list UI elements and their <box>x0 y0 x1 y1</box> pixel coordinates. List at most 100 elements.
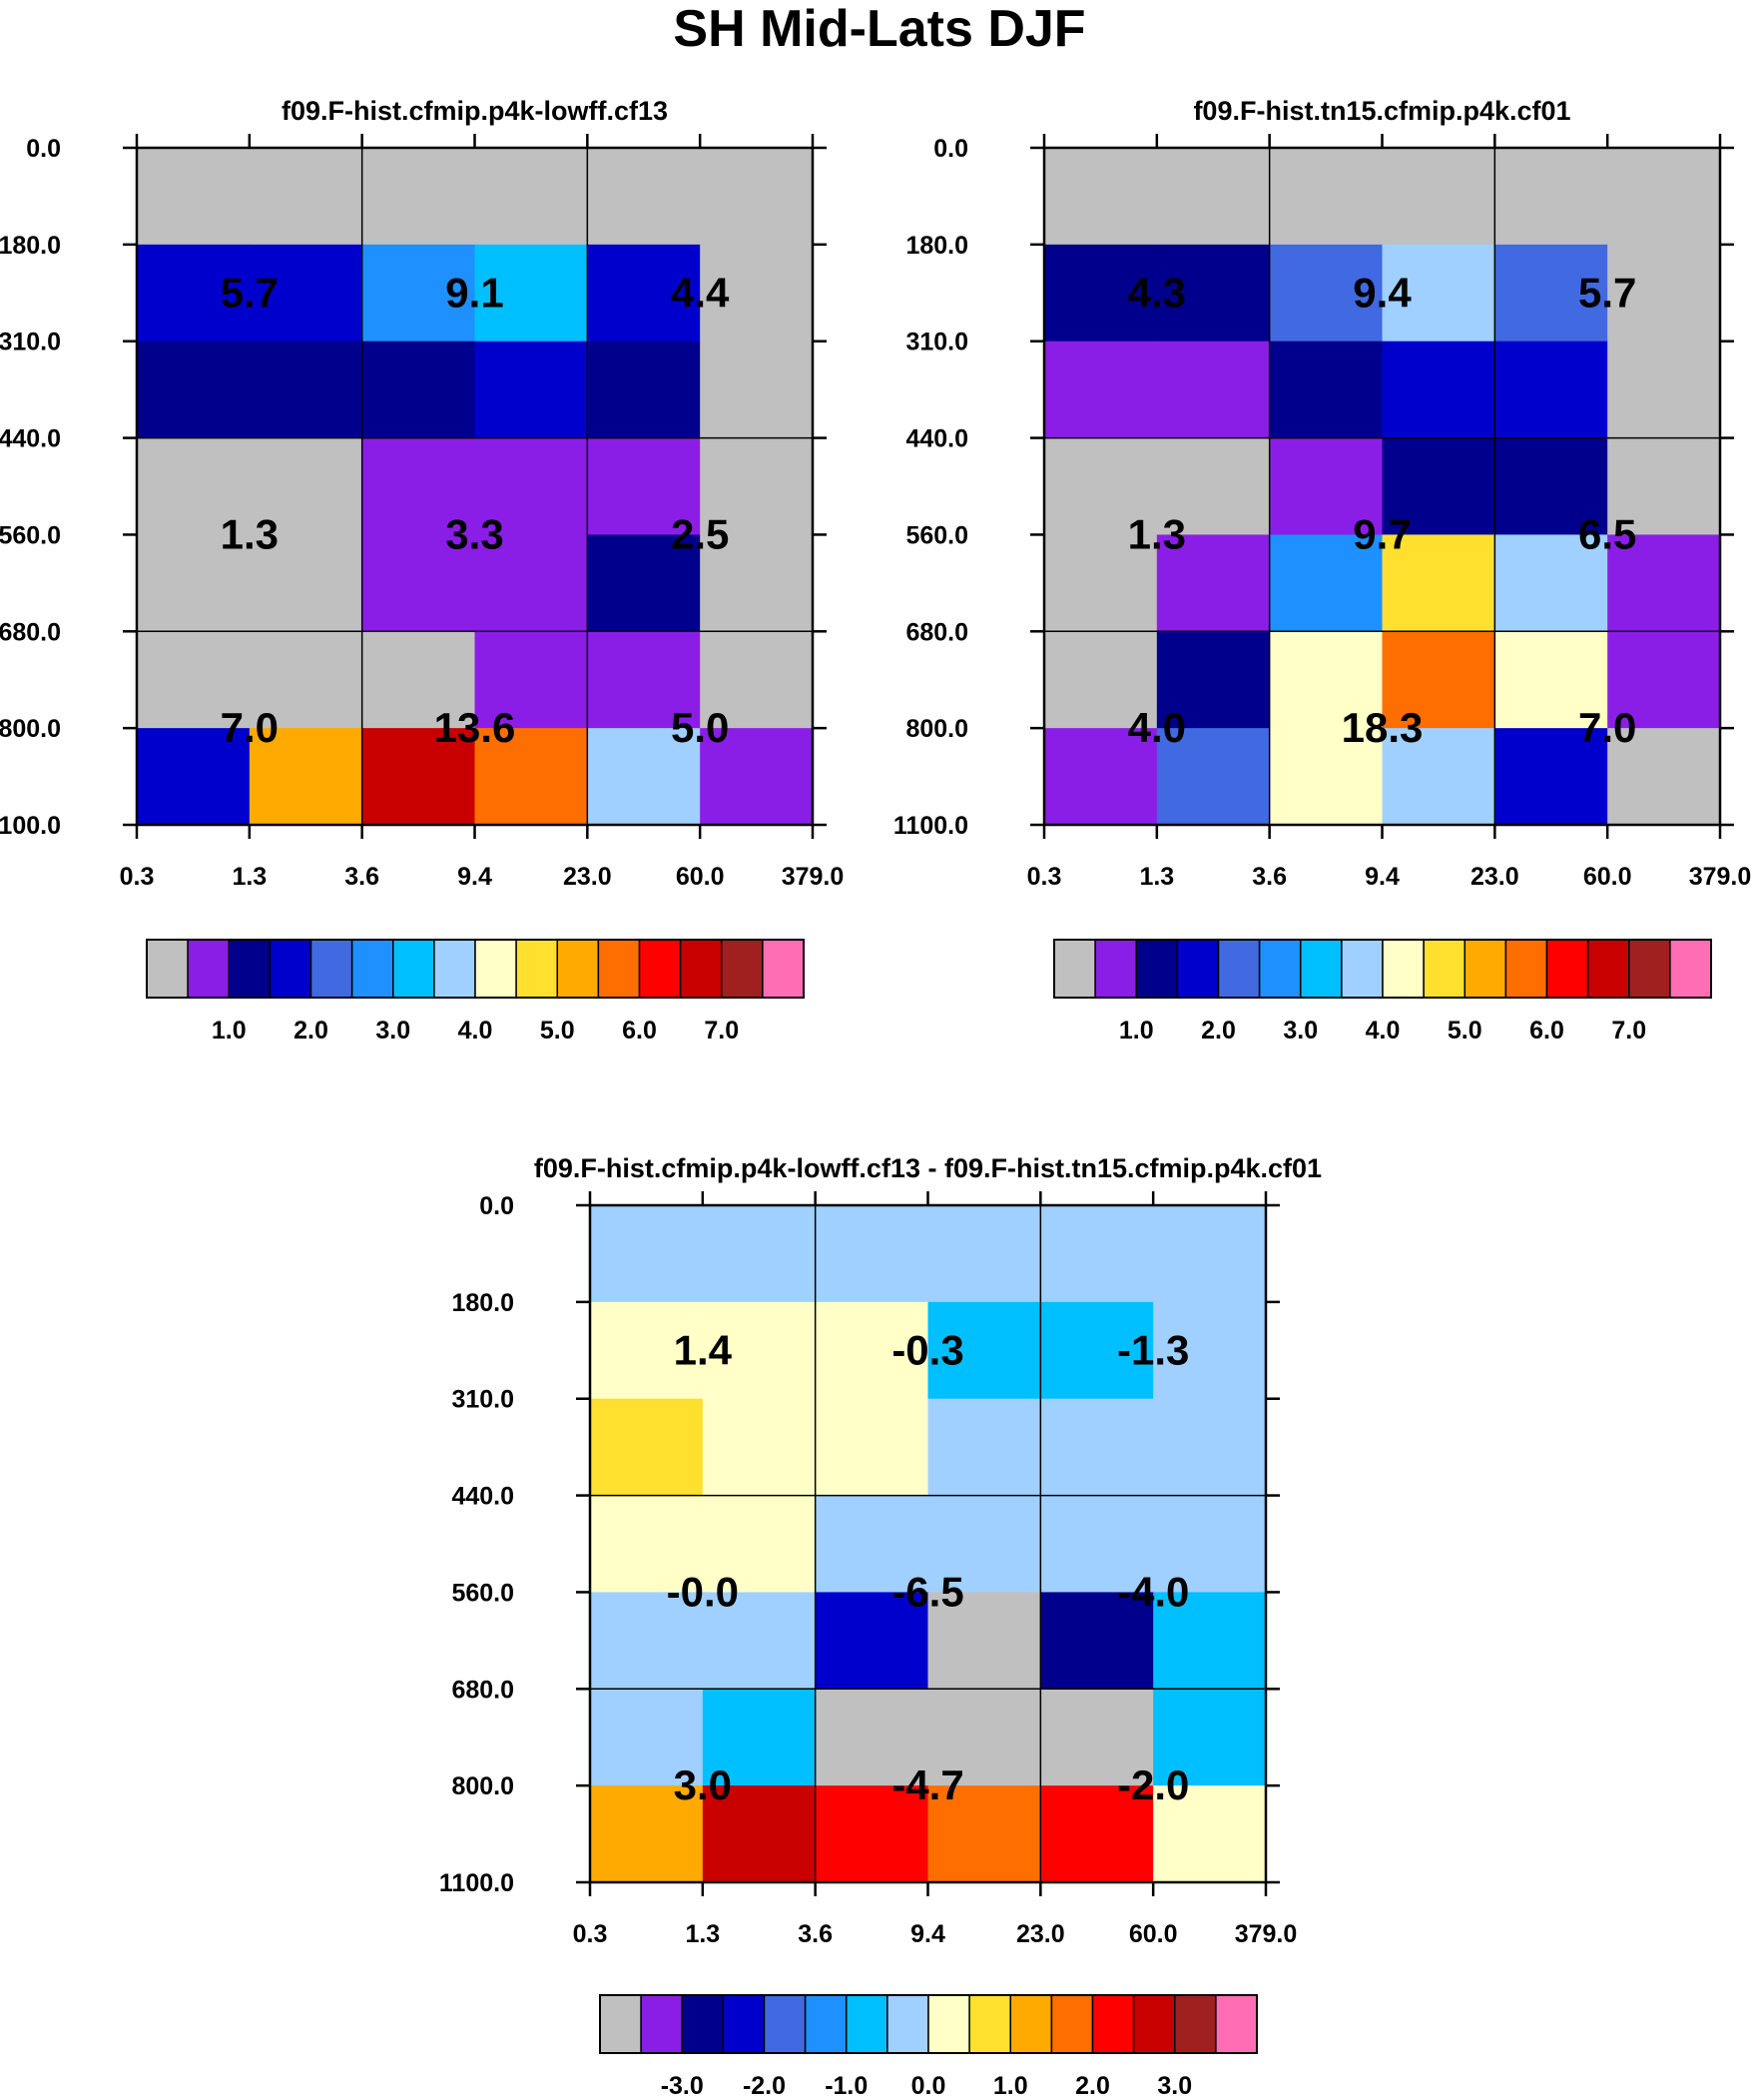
x-tick-label: 1.3 <box>1139 863 1174 891</box>
colorbar-box <box>846 1994 888 2054</box>
heatmap-cell <box>1040 1495 1154 1594</box>
heatmap-cell <box>1153 1689 1267 1786</box>
heatmap-cell <box>1156 244 1271 343</box>
x-tick-label: 0.3 <box>573 1920 608 1948</box>
panel-title: f09.F-hist.cfmip.p4k-lowff.cf13 <box>282 96 668 126</box>
cell-value-label: 9.4 <box>1353 269 1412 316</box>
y-tick-label: 1100.0 <box>439 1869 514 1897</box>
heatmap-cell <box>700 728 814 826</box>
cell-value-label: 9.1 <box>445 269 503 316</box>
colorbar-box <box>1132 1994 1176 2054</box>
cell-value-label: -4.7 <box>891 1761 963 1808</box>
heatmap-cell <box>815 1205 929 1303</box>
y-tick-label: 0.0 <box>933 135 968 163</box>
heatmap-cell <box>1044 437 1158 536</box>
colorbar-box <box>1341 939 1384 999</box>
cell-value-label: 5.0 <box>671 704 729 751</box>
x-tick-label: 23.0 <box>1470 863 1519 891</box>
heatmap-cell <box>1269 534 1384 632</box>
heatmap-cell <box>590 1398 704 1497</box>
heatmap-cell <box>815 1398 929 1497</box>
colorbar-box <box>187 939 231 999</box>
heatmap-cell <box>587 728 701 826</box>
cell-value-label: 1.3 <box>221 510 279 557</box>
heatmap-cell <box>1044 728 1158 826</box>
heatmap-cell <box>927 1495 1041 1594</box>
heatmap-cell <box>1494 631 1608 729</box>
x-tick-label: 379.0 <box>1689 863 1752 891</box>
heatmap-cell <box>1044 244 1158 343</box>
y-tick-label: 800.0 <box>0 715 61 743</box>
colorbar-label: 5.0 <box>1448 1017 1482 1045</box>
heatmap-cell <box>1040 1785 1154 1883</box>
heatmap-cell <box>1040 1689 1154 1786</box>
colorbar-box <box>1258 939 1302 999</box>
heatmap-cell <box>474 728 588 826</box>
heatmap-cell <box>1607 244 1721 343</box>
heatmap-cell <box>1040 1205 1154 1303</box>
colorbar-box <box>1423 939 1467 999</box>
cell-value-label: -6.5 <box>891 1568 963 1615</box>
x-tick-label: 60.0 <box>1583 863 1632 891</box>
heatmap-cell <box>1607 148 1721 246</box>
heatmap-cell <box>249 437 363 536</box>
colorbar-box <box>269 939 312 999</box>
chart-panel-2: 0.0 180.0 310.0 440.0 560.0 680.0 800.0 1100.0 0… <box>893 96 1751 1045</box>
cell-value-label: 18.3 <box>1342 704 1424 751</box>
y-tick-label: 310.0 <box>451 1386 514 1414</box>
heatmap-cell <box>702 1592 817 1690</box>
colorbar-label: 0.0 <box>911 2072 946 2100</box>
heatmap-cell <box>587 244 701 343</box>
cell-value-label: 5.7 <box>221 269 279 316</box>
colorbar-box <box>1300 939 1343 999</box>
colorbar-box <box>640 1994 684 2054</box>
heatmap-cell <box>1269 341 1384 439</box>
heatmap-cell <box>590 1205 704 1303</box>
colorbar-box <box>1504 939 1548 999</box>
colorbar-label: 4.0 <box>458 1017 493 1045</box>
heatmap-cell <box>702 1495 817 1594</box>
heatmap-cell <box>1382 437 1495 536</box>
heatmap-cell <box>1607 341 1721 439</box>
heatmap-cell <box>361 341 476 439</box>
colorbar-box <box>392 939 435 999</box>
heatmap-cell <box>700 244 814 343</box>
heatmap-cell <box>361 437 476 536</box>
colorbar-box <box>599 1994 642 2054</box>
heatmap-cell <box>927 1592 1041 1690</box>
heatmap-cell <box>700 437 814 536</box>
heatmap-cell <box>361 631 476 729</box>
colorbar-label: -1.0 <box>825 2072 868 2100</box>
colorbar-label: 2.0 <box>1075 2072 1110 2100</box>
heatmap-cell <box>1269 148 1384 246</box>
colorbar-box <box>556 939 600 999</box>
colorbar-box <box>763 1994 807 2054</box>
y-tick-label: 800.0 <box>905 715 968 743</box>
heatmap-cell <box>1156 437 1271 536</box>
heatmap-cell <box>249 631 363 729</box>
y-tick-label: 560.0 <box>905 521 968 549</box>
heatmap-cell <box>1382 631 1495 729</box>
x-tick-label: 3.6 <box>1252 863 1287 891</box>
colorbar-box <box>228 939 272 999</box>
heatmap-cell <box>1382 244 1495 343</box>
colorbar-frame <box>146 939 805 999</box>
cell-value-label: 9.7 <box>1353 510 1411 557</box>
heatmap-cell <box>590 1301 704 1400</box>
colorbar-label: 6.0 <box>622 1017 657 1045</box>
cell-value-label: 7.0 <box>221 704 279 751</box>
cell-value-label: -1.3 <box>1117 1326 1189 1373</box>
x-tick-label: 3.6 <box>344 863 379 891</box>
heatmap-cell <box>1156 728 1271 826</box>
colorbar-box <box>146 939 189 999</box>
colorbar-label: -3.0 <box>661 2072 704 2100</box>
heatmap-cell <box>702 1785 817 1883</box>
cell-value-label: -2.0 <box>1117 1761 1189 1808</box>
colorbar-box <box>433 939 476 999</box>
heatmap-cell <box>590 1592 704 1690</box>
cell-value-label: 7.0 <box>1578 704 1636 751</box>
heatmap-cell <box>1156 534 1271 632</box>
heatmap-cell <box>1607 728 1721 826</box>
cell-value-label: -4.0 <box>1117 1568 1189 1615</box>
